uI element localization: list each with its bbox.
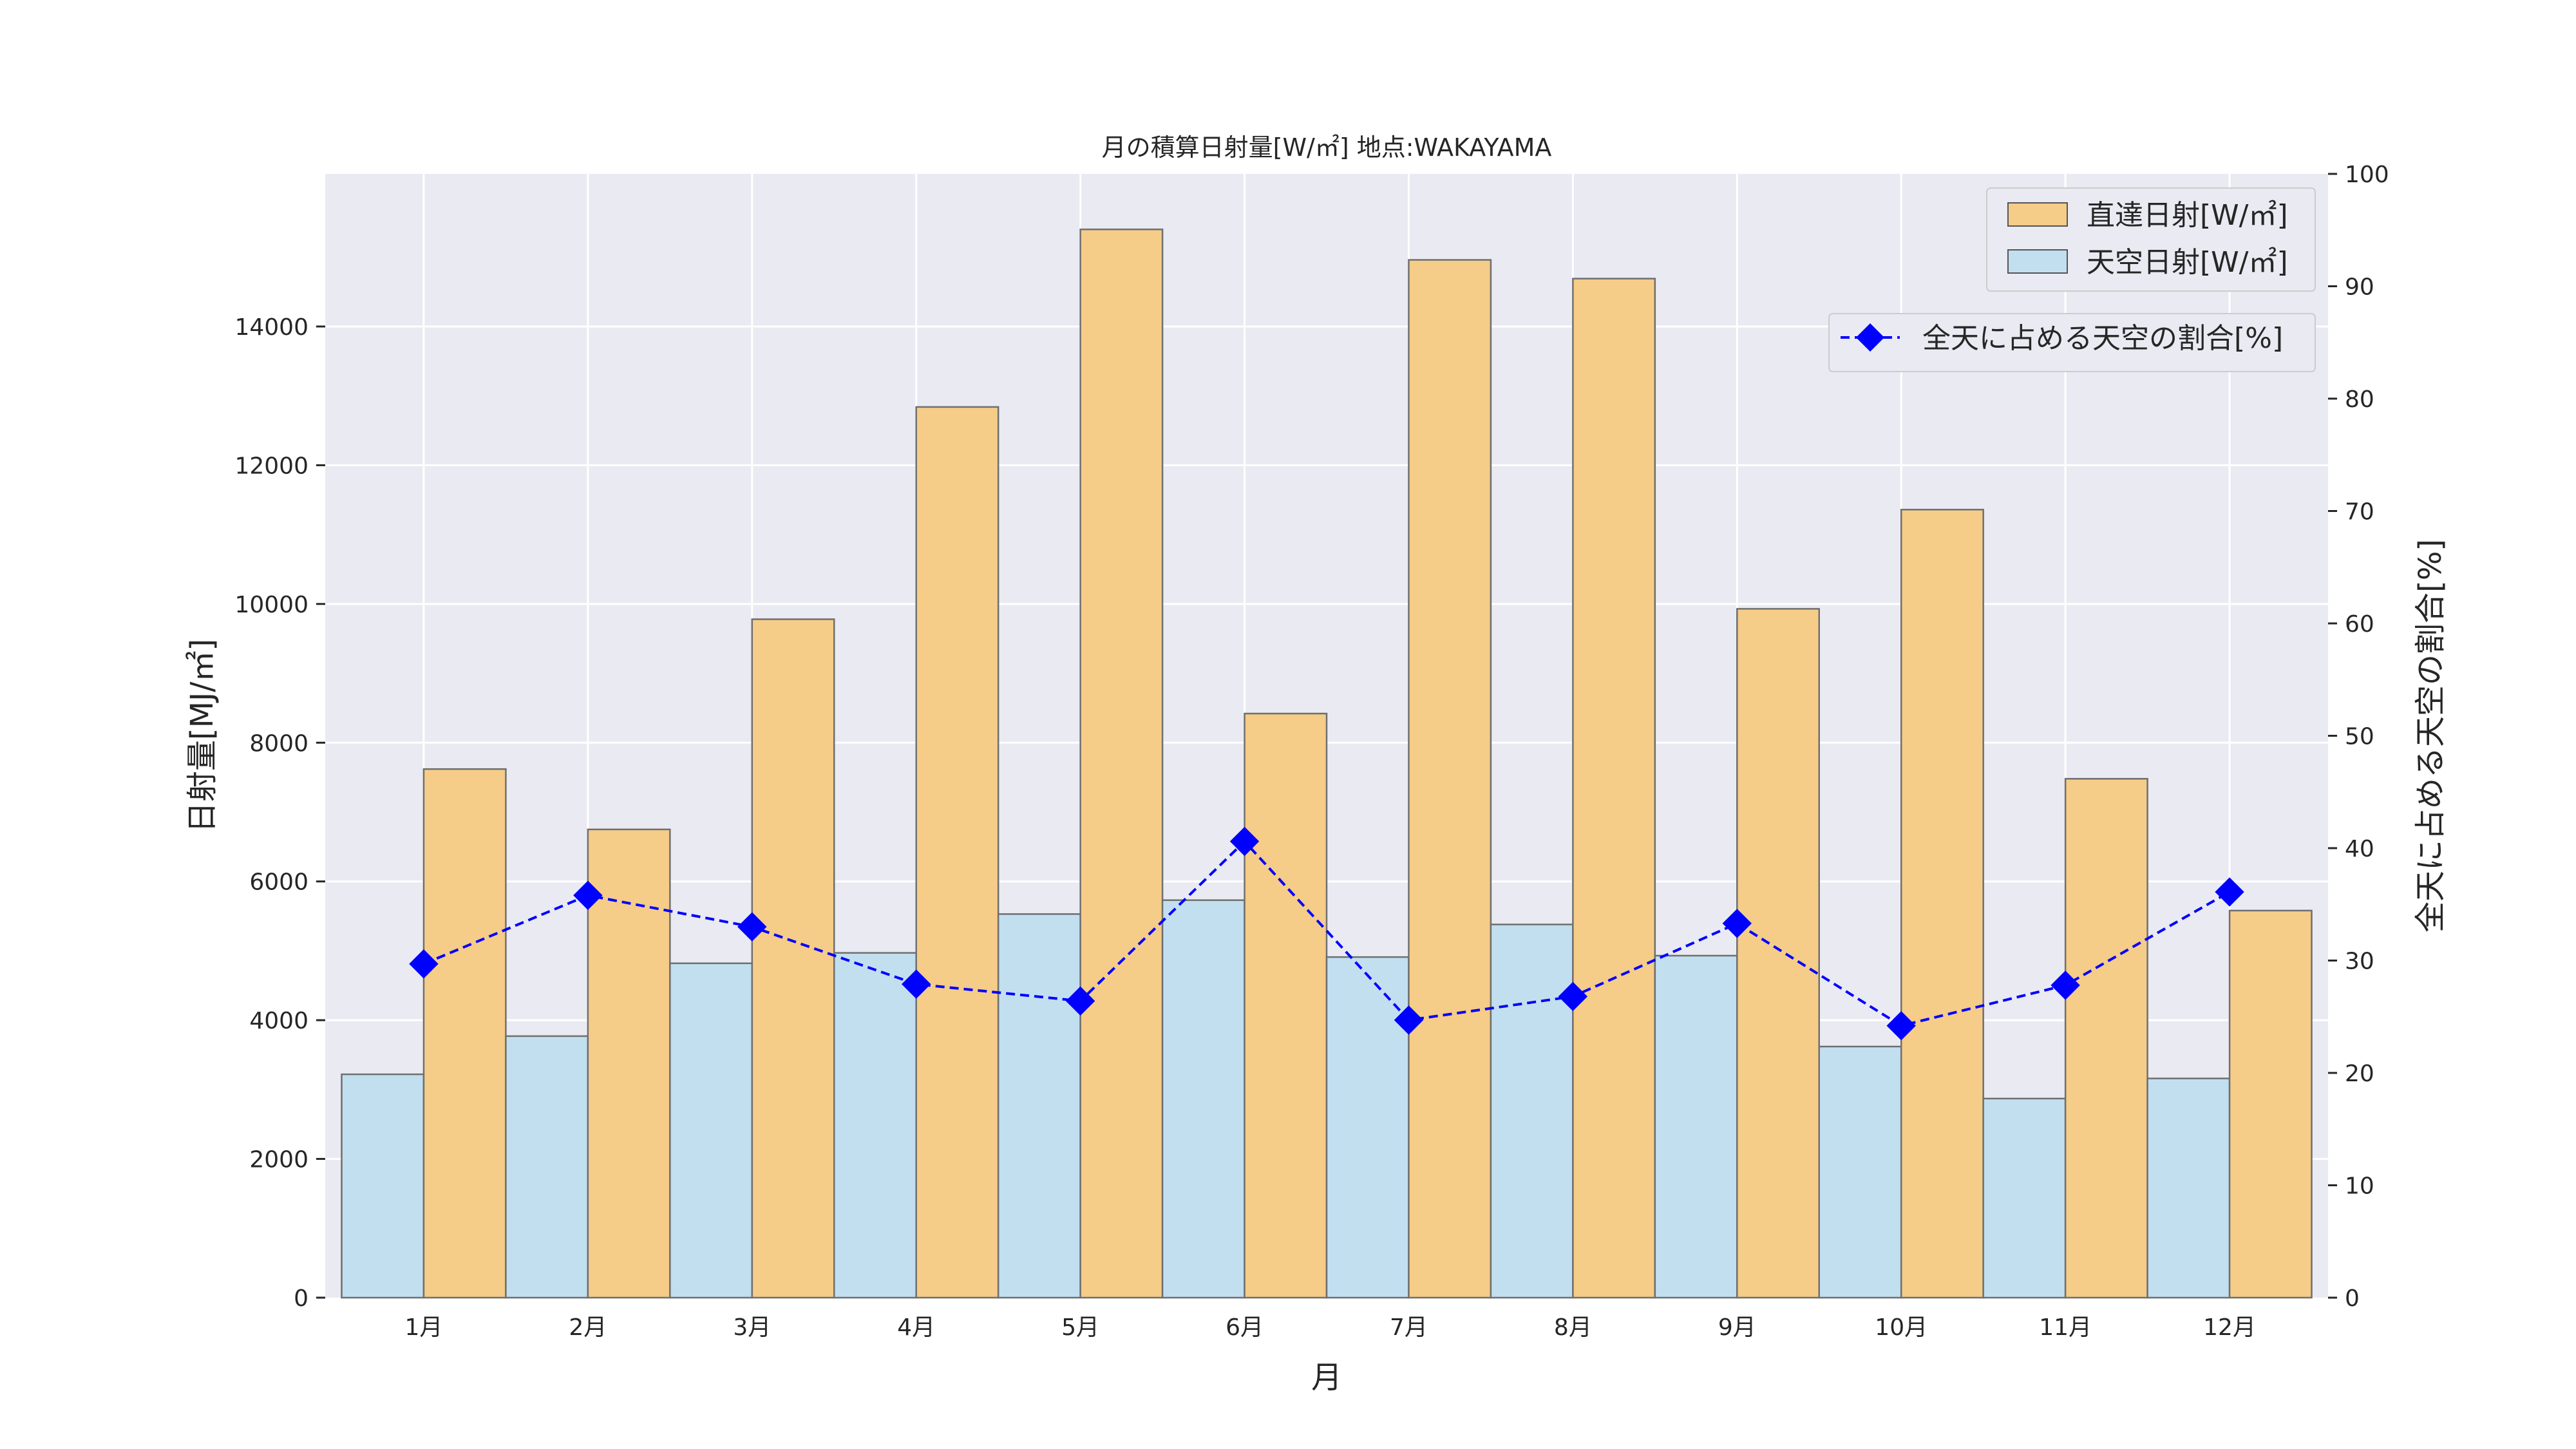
- right-tick-label: 30: [2345, 949, 2374, 975]
- legend-direct-swatch: [2007, 202, 2068, 227]
- direct-bar: [1900, 509, 1984, 1299]
- legend-diffuse-swatch: [2007, 249, 2068, 274]
- bars: [341, 228, 2313, 1299]
- left-tick-label: 0: [294, 1285, 308, 1312]
- left-axis: 0 2000 4000 6000 8000 10000 12000 14000: [234, 314, 325, 1312]
- diffuse-bar: [833, 952, 917, 1299]
- right-tick-label: 60: [2345, 611, 2374, 638]
- direct-bar: [1079, 228, 1164, 1299]
- x-axis: 1月 2月 3月 4月 5月 6月 7月 8月 9月 10月 11月 12月: [404, 1314, 2255, 1341]
- direct-bar: [915, 406, 999, 1299]
- diffuse-bar: [1818, 1045, 1902, 1299]
- x-tick-label: 9月: [1718, 1314, 1756, 1341]
- ratio-marker: [901, 969, 931, 999]
- ratio-marker: [2215, 877, 2244, 907]
- diffuse-bar: [2146, 1077, 2231, 1299]
- bar-legend-frame: [1986, 187, 2316, 292]
- direct-bar: [1244, 712, 1328, 1299]
- direct-bar: [587, 828, 671, 1299]
- left-tick-label: 4000: [249, 1008, 308, 1034]
- legend-ratio-label: 全天に占める天空の割合[%]: [1922, 322, 2283, 355]
- right-tick-label: 80: [2345, 386, 2374, 413]
- left-tick-label: 10000: [234, 592, 308, 618]
- ratio-marker: [1886, 1011, 1916, 1041]
- diffuse-bar: [669, 962, 753, 1299]
- chart-title: 月の積算日射量[W/㎡] 地点:WAKAYAMA: [1102, 133, 1552, 162]
- x-tick-label: 7月: [1390, 1314, 1428, 1341]
- right-tick-label: 100: [2345, 162, 2389, 188]
- legend-ratio-marker: [1856, 323, 1884, 352]
- direct-bar: [1572, 278, 1656, 1299]
- diffuse-bar: [505, 1035, 589, 1299]
- diffuse-bar: [1654, 954, 1738, 1299]
- right-tick-label: 40: [2345, 836, 2374, 862]
- left-tick-label: 14000: [234, 314, 308, 341]
- legend-diffuse-label: 天空日射[W/㎡]: [2087, 246, 2288, 279]
- left-tick-label: 12000: [234, 453, 308, 479]
- ratio-marker: [737, 912, 767, 942]
- left-tick-label: 2000: [249, 1147, 308, 1173]
- bar-legend: 直達日射[W/㎡] 天空日射[W/㎡]: [1986, 187, 2316, 292]
- x-tick-label: 1月: [404, 1314, 442, 1341]
- y-axis-label: 日射量[MJ/㎡]: [184, 639, 220, 833]
- direct-bar: [1408, 259, 1492, 1299]
- direct-bar: [2064, 778, 2148, 1299]
- diffuse-bar: [341, 1073, 425, 1299]
- direct-bar: [422, 768, 507, 1299]
- direct-bar: [1736, 608, 1821, 1299]
- x-tick-label: 6月: [1226, 1314, 1264, 1341]
- x-tick-label: 3月: [733, 1314, 771, 1341]
- right-tick-label: 50: [2345, 724, 2374, 750]
- x-tick-label: 10月: [1875, 1314, 1927, 1341]
- diffuse-bar: [1982, 1097, 2067, 1299]
- ratio-marker: [1394, 1005, 1424, 1035]
- x-axis-label: 月: [1311, 1359, 1342, 1396]
- x-tick-label: 12月: [2203, 1314, 2256, 1341]
- direct-bar: [751, 618, 835, 1299]
- ratio-marker: [1229, 826, 1260, 857]
- right-tick-label: 0: [2345, 1285, 2360, 1312]
- line-legend: 全天に占める天空の割合[%]: [1828, 313, 2316, 372]
- x-tick-label: 8月: [1554, 1314, 1592, 1341]
- diffuse-bar: [997, 913, 1081, 1299]
- right-tick-label: 20: [2345, 1061, 2374, 1087]
- ratio-line: [409, 826, 2244, 1041]
- line-legend-frame: [1828, 313, 2316, 372]
- left-tick-label: 8000: [249, 730, 308, 757]
- x-tick-label: 2月: [569, 1314, 607, 1341]
- right-tick-label: 70: [2345, 499, 2374, 526]
- x-tick-label: 4月: [897, 1314, 935, 1341]
- diffuse-bar: [1325, 956, 1410, 1299]
- right-tick-label: 10: [2345, 1173, 2374, 1200]
- ratio-marker: [2050, 971, 2080, 1000]
- left-tick-label: 6000: [249, 869, 308, 896]
- y2-axis-label: 全天に占める天空の割合[%]: [2412, 539, 2448, 933]
- x-tick-label: 11月: [2039, 1314, 2092, 1341]
- right-axis: 0 10 20 30 40 50 60 70 80 90 100: [2328, 162, 2389, 1312]
- diffuse-bar: [1490, 923, 1574, 1299]
- ratio-marker: [409, 949, 439, 979]
- ratio-marker: [1065, 986, 1095, 1016]
- x-tick-label: 5月: [1061, 1314, 1099, 1341]
- ratio-marker: [1722, 909, 1752, 938]
- right-tick-label: 90: [2345, 274, 2374, 301]
- diffuse-bar: [1161, 899, 1245, 1299]
- legend-direct-label: 直達日射[W/㎡]: [2087, 199, 2288, 232]
- ratio-line-path: [423, 839, 2231, 1027]
- ratio-marker: [573, 880, 603, 910]
- direct-bar: [2228, 909, 2313, 1299]
- ratio-marker: [1558, 981, 1588, 1012]
